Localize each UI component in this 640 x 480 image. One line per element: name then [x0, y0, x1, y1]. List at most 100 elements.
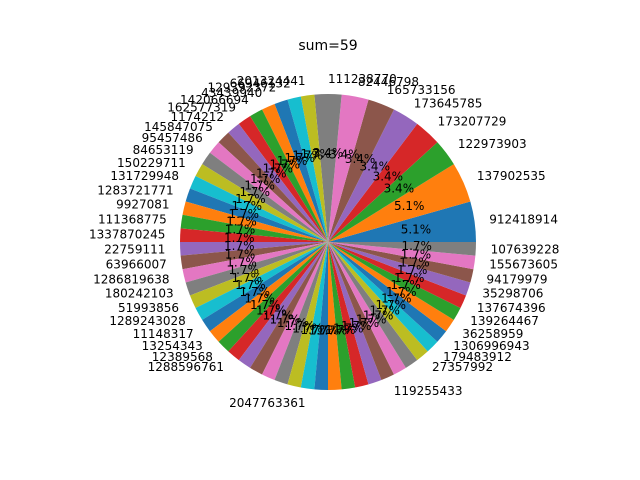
slice-category-label: 155673605	[489, 257, 558, 271]
slice-percent-label: 1.7%	[250, 172, 281, 186]
slice-percent-label: 1.7%	[224, 231, 255, 245]
slice-category-label: 129392372	[208, 81, 277, 95]
slice-percent-label: 1.7%	[381, 292, 412, 306]
slice-percent-label: 3.4%	[384, 181, 415, 195]
pie-slice	[185, 188, 328, 242]
slice-category-label: 11148317	[133, 327, 194, 341]
slice-percent-label: 1.7%	[401, 239, 432, 253]
slice-percent-label: 1.7%	[226, 215, 257, 229]
slice-percent-label: 1.7%	[277, 154, 308, 168]
pie-slice	[287, 96, 328, 242]
slice-category-label: 35298706	[482, 287, 543, 301]
pie-slice	[328, 242, 418, 368]
slice-category-label: 131729948	[110, 169, 179, 183]
slice-percent-label: 1.7%	[292, 149, 323, 163]
pie-slice	[328, 242, 438, 352]
slice-percent-label: 1.7%	[226, 255, 257, 269]
slice-category-label: 137902535	[477, 169, 546, 183]
slice-category-label: 1283721771	[97, 183, 173, 197]
slice-category-label: 107639228	[491, 243, 560, 257]
slice-percent-label: 1.7%	[270, 313, 301, 327]
slice-percent-label: 1.7%	[333, 321, 364, 335]
percent-labels: 5.1%5.1%3.4%3.4%3.4%3.4%3.4%3.4%1.7%1.7%…	[224, 146, 432, 338]
slice-percent-label: 1.7%	[325, 323, 356, 337]
pie-slice	[218, 132, 328, 242]
slice-percent-label: 1.7%	[376, 298, 407, 312]
slice-category-label: 12389568	[152, 350, 213, 364]
pie-slice	[180, 242, 328, 270]
slice-category-label: 13254343	[142, 339, 203, 353]
slice-percent-label: 1.7%	[235, 278, 266, 292]
slice-category-label: 111368775	[98, 213, 167, 227]
pie-slice	[314, 94, 342, 242]
slice-category-label: 1174212	[171, 110, 224, 124]
slice-percent-label: 1.7%	[256, 303, 287, 317]
pie-slice	[185, 242, 328, 296]
slice-category-label: 63966007	[106, 257, 167, 271]
slice-percent-label: 1.7%	[369, 303, 400, 317]
slice-category-label: 95457486	[142, 131, 203, 145]
pie-slice	[182, 242, 328, 283]
slice-category-label: 150229711	[117, 156, 186, 170]
slice-category-label: 66946132	[230, 77, 291, 91]
pie-slice	[328, 123, 438, 242]
slice-category-label: 139264467	[470, 314, 539, 328]
slice-category-label: 36258959	[462, 327, 523, 341]
pie-slice	[328, 242, 476, 270]
slice-percent-label: 3.4%	[345, 152, 376, 166]
slice-percent-label: 1.7%	[401, 247, 432, 261]
slice-percent-label: 3.4%	[329, 148, 360, 162]
slice-percent-label: 1.7%	[356, 313, 387, 327]
slice-percent-label: 1.7%	[390, 278, 421, 292]
pie-slice	[218, 242, 328, 352]
slice-percent-label: 1.7%	[244, 292, 275, 306]
pie-slice	[287, 242, 328, 388]
pie-slice	[228, 123, 328, 242]
slice-percent-label: 1.7%	[263, 308, 294, 322]
slice-category-label: 145847075	[144, 120, 213, 134]
pie-slice	[328, 99, 394, 242]
slice-category-label: 27357992	[432, 360, 493, 374]
pie-slice	[195, 242, 328, 320]
slice-percent-label: 1.7%	[285, 319, 316, 333]
slice-percent-label: 1.7%	[399, 255, 430, 269]
pie-slice	[250, 109, 328, 242]
slice-percent-label: 1.7%	[270, 157, 301, 171]
pie-slice	[202, 242, 328, 332]
pie-slice	[328, 242, 394, 381]
slice-percent-label: 1.7%	[239, 285, 270, 299]
slice-percent-label: 1.7%	[394, 271, 425, 285]
slice-category-label: 111238770	[328, 72, 397, 86]
slice-category-label: 43439940	[201, 86, 262, 100]
slice-percent-label: 1.7%	[229, 263, 260, 277]
pie-slice	[328, 142, 454, 242]
pie-slice	[274, 242, 328, 385]
pie-slice	[328, 201, 476, 242]
slice-percent-label: 1.7%	[349, 316, 380, 330]
pie-slice	[328, 94, 369, 242]
slice-category-label: 22759111	[104, 243, 165, 257]
slice-category-label: 165733156	[387, 83, 456, 97]
pie-slice	[180, 228, 328, 242]
pie-slice	[328, 242, 461, 320]
slice-percent-label: 1.7%	[309, 324, 340, 338]
pie-slice	[202, 152, 328, 242]
category-labels: 912418914 137902535 122973903 173207729 1736…	[89, 72, 559, 410]
slice-category-label: 1289243028	[109, 314, 185, 328]
slice-percent-label: 1.7%	[300, 323, 331, 337]
pie-slice	[238, 242, 328, 368]
slice-percent-label: 1.7%	[341, 319, 372, 333]
slice-category-label: 51993856	[118, 301, 179, 315]
slice-percent-label: 1.7%	[232, 271, 263, 285]
slice-category-label: 180242103	[105, 287, 174, 301]
slice-percent-label: 1.7%	[285, 151, 316, 165]
pie-slice	[328, 242, 471, 296]
slice-percent-label: 5.1%	[401, 223, 432, 237]
pie-slice	[209, 142, 328, 242]
pie-slice	[328, 242, 447, 342]
slice-percent-label: 3.4%	[313, 146, 344, 160]
slice-category-label: 119255433	[394, 384, 463, 398]
pie-slice	[180, 242, 328, 256]
pie-slice	[300, 94, 328, 242]
